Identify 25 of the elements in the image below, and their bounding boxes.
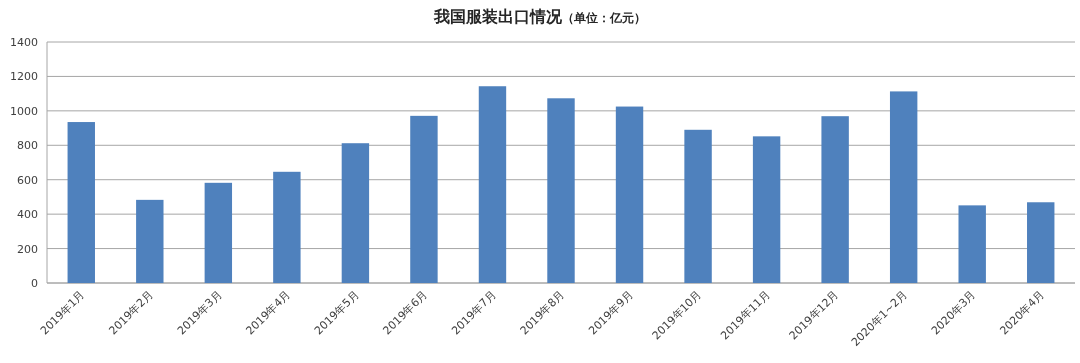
bar <box>752 136 781 283</box>
bar <box>204 182 233 283</box>
y-tick-label: 0 <box>31 277 38 290</box>
bar <box>136 199 164 283</box>
bar <box>547 98 575 283</box>
bar <box>684 129 712 283</box>
y-tick-label: 1000 <box>10 104 38 118</box>
bar <box>1027 202 1055 283</box>
y-tick-label: 400 <box>17 208 38 222</box>
y-tick-label: 600 <box>17 173 38 187</box>
y-tick-label: 1200 <box>10 70 38 84</box>
chart-subtitle: （单位：亿元） <box>562 11 646 25</box>
bar <box>67 122 95 283</box>
bar <box>273 171 301 283</box>
y-tick-label: 800 <box>17 139 38 153</box>
bar <box>478 86 507 283</box>
y-tick-label: 1400 <box>10 36 38 49</box>
bar <box>821 116 849 283</box>
chart-title: 我国服装出口情况 <box>433 7 563 26</box>
bar <box>958 205 986 283</box>
bar <box>410 115 438 283</box>
y-tick-label: 200 <box>17 242 38 256</box>
bar <box>889 91 918 283</box>
bar <box>615 106 644 283</box>
bar <box>341 143 370 283</box>
